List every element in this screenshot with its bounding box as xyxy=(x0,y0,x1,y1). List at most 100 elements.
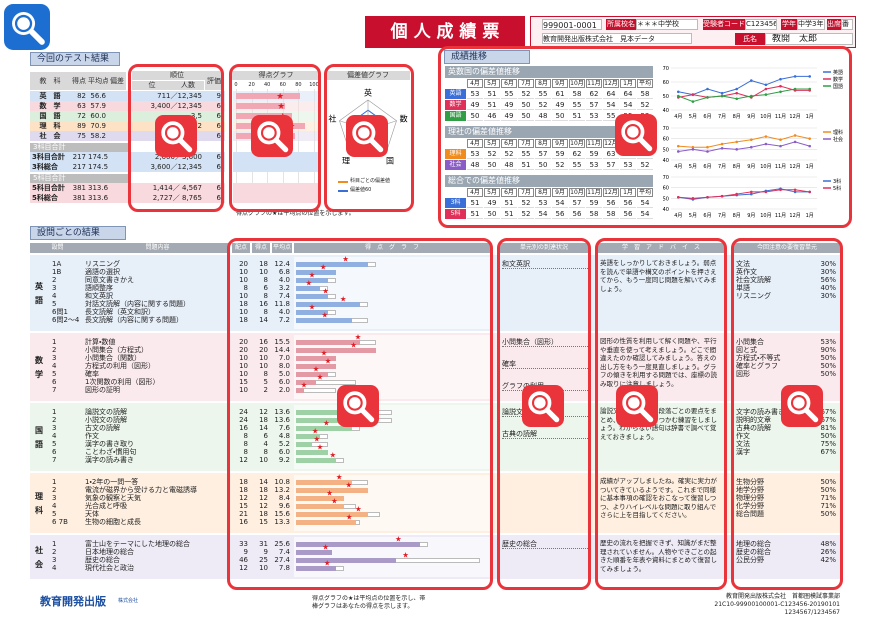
x-tick-label: 8月 xyxy=(733,114,741,120)
trend-value: 52 xyxy=(518,209,534,219)
month-header: 1月 xyxy=(620,79,636,88)
trend-point xyxy=(779,84,782,88)
score: 82 xyxy=(77,92,86,100)
review-rate: 48% xyxy=(820,540,836,548)
month-header: 6月 xyxy=(501,188,517,197)
question-content: 漢字の書き取り xyxy=(85,440,134,448)
month-header: 7月 xyxy=(518,139,534,148)
trend-value: 49 xyxy=(552,100,568,110)
month-header: 10月 xyxy=(569,79,585,88)
max-points: 18 xyxy=(239,316,248,324)
rank: 1,2 xyxy=(190,122,202,130)
question-no: 6 xyxy=(52,378,57,386)
rank: 1,414／ 4,567 xyxy=(152,184,202,192)
question-content: 漢字の読み書き xyxy=(85,456,134,464)
average: 9.2 xyxy=(278,456,290,464)
average: 3.2 xyxy=(278,284,290,292)
score-bar xyxy=(236,93,300,99)
trend-value: 50 xyxy=(484,160,500,170)
question-no: 5 xyxy=(52,370,57,378)
grade-value: 6 xyxy=(216,132,221,140)
month-header: 8月 xyxy=(535,139,551,148)
trend-point xyxy=(691,148,695,151)
score-bar xyxy=(296,387,304,393)
points: 20 xyxy=(259,346,268,354)
y-tick-label: 40 xyxy=(663,158,669,164)
average: 13.6 xyxy=(274,416,290,424)
subject-name: 社 会 xyxy=(39,132,61,140)
trend-value: 54 xyxy=(535,209,551,219)
question-content: 対話文読解（内容に関する問題） xyxy=(85,300,190,308)
month-header: 11月 xyxy=(586,188,602,197)
max-points: 21 xyxy=(239,510,248,518)
trend-average: 52 xyxy=(637,100,653,110)
average: 5.2 xyxy=(278,440,290,448)
score-bar xyxy=(296,441,312,447)
trend-point xyxy=(750,192,753,196)
month-header: 12月 xyxy=(603,188,619,197)
review-rate: 50% xyxy=(820,354,836,362)
month-header: 12月 xyxy=(603,139,619,148)
review-rate: 53% xyxy=(820,338,836,346)
question-content: 図形の証明 xyxy=(85,386,120,394)
print-code: 21C10-99900100001-C123456-20190101 xyxy=(714,601,840,608)
max-points: 24 xyxy=(239,416,248,424)
trend-line xyxy=(678,141,810,152)
seat: 番 xyxy=(841,19,853,30)
legend-label: 数学 xyxy=(833,76,843,83)
question-content: 1・2年の一問一答 xyxy=(85,478,139,486)
grade-value: 6 xyxy=(216,122,221,130)
review-rate: 81% xyxy=(820,424,836,432)
question-no: 4 xyxy=(52,362,57,370)
average: 70.9 xyxy=(90,122,106,130)
average-star xyxy=(277,102,285,109)
legend-label: 科目ごとの偏差値 xyxy=(350,178,390,184)
trend-point xyxy=(720,142,724,146)
x-tick-label: 10月 xyxy=(760,114,771,120)
x-tick-label: 5月 xyxy=(689,213,697,219)
review-unit: 文法 xyxy=(736,440,750,448)
legend-swatch xyxy=(338,190,348,192)
trend-value: 55 xyxy=(620,111,636,121)
max-points: 8 xyxy=(243,440,248,448)
question-no: 6問2〜4 xyxy=(52,316,80,324)
y-tick-label: 60 xyxy=(663,80,669,86)
question-no: 4 xyxy=(52,502,57,510)
legend-label: 偏差値60 xyxy=(350,187,372,193)
graph-band xyxy=(233,193,319,203)
y-tick-label: 70 xyxy=(663,175,669,181)
review-unit: 歴史の総合 xyxy=(736,548,771,556)
grade-value: 6 xyxy=(216,153,221,161)
trend-average: 58 xyxy=(637,89,653,99)
company: 教育開発出版株式会社 首都圏模試事業部 xyxy=(725,593,840,600)
trend-value: 53 xyxy=(620,160,636,170)
grid-line xyxy=(236,89,237,202)
month-header: 10月 xyxy=(569,188,585,197)
max-points: 15 xyxy=(239,378,248,386)
trend-point xyxy=(764,93,768,96)
radar-axis-label: 英 xyxy=(364,88,372,98)
section-title: 成績推移 xyxy=(444,50,530,64)
grade: 中学3年 xyxy=(797,19,825,30)
title-block: 個 人 成 績 票 xyxy=(365,16,525,48)
points: 15 xyxy=(259,518,268,526)
score-bar xyxy=(296,511,368,517)
average: 60.0 xyxy=(90,112,106,120)
average-star xyxy=(336,474,343,480)
average-star xyxy=(322,544,329,550)
average-star xyxy=(342,256,349,262)
row-label: 国語 xyxy=(445,111,466,121)
average-star xyxy=(323,420,330,426)
trend-value: 51 xyxy=(467,209,483,219)
points: 14 xyxy=(259,316,268,324)
average-star xyxy=(301,382,307,388)
average: 6.8 xyxy=(278,268,290,276)
graph-band xyxy=(233,183,319,193)
search-icon[interactable] xyxy=(4,4,50,50)
average: 25.6 xyxy=(274,540,290,548)
col-header: 設問 xyxy=(30,243,85,253)
unit: 和文英訳 xyxy=(502,260,588,269)
panel-title: 理社の偏差値推移 xyxy=(445,126,653,138)
max-points: 18 xyxy=(239,300,248,308)
radar-title: 偏差値グラフ xyxy=(326,71,410,80)
